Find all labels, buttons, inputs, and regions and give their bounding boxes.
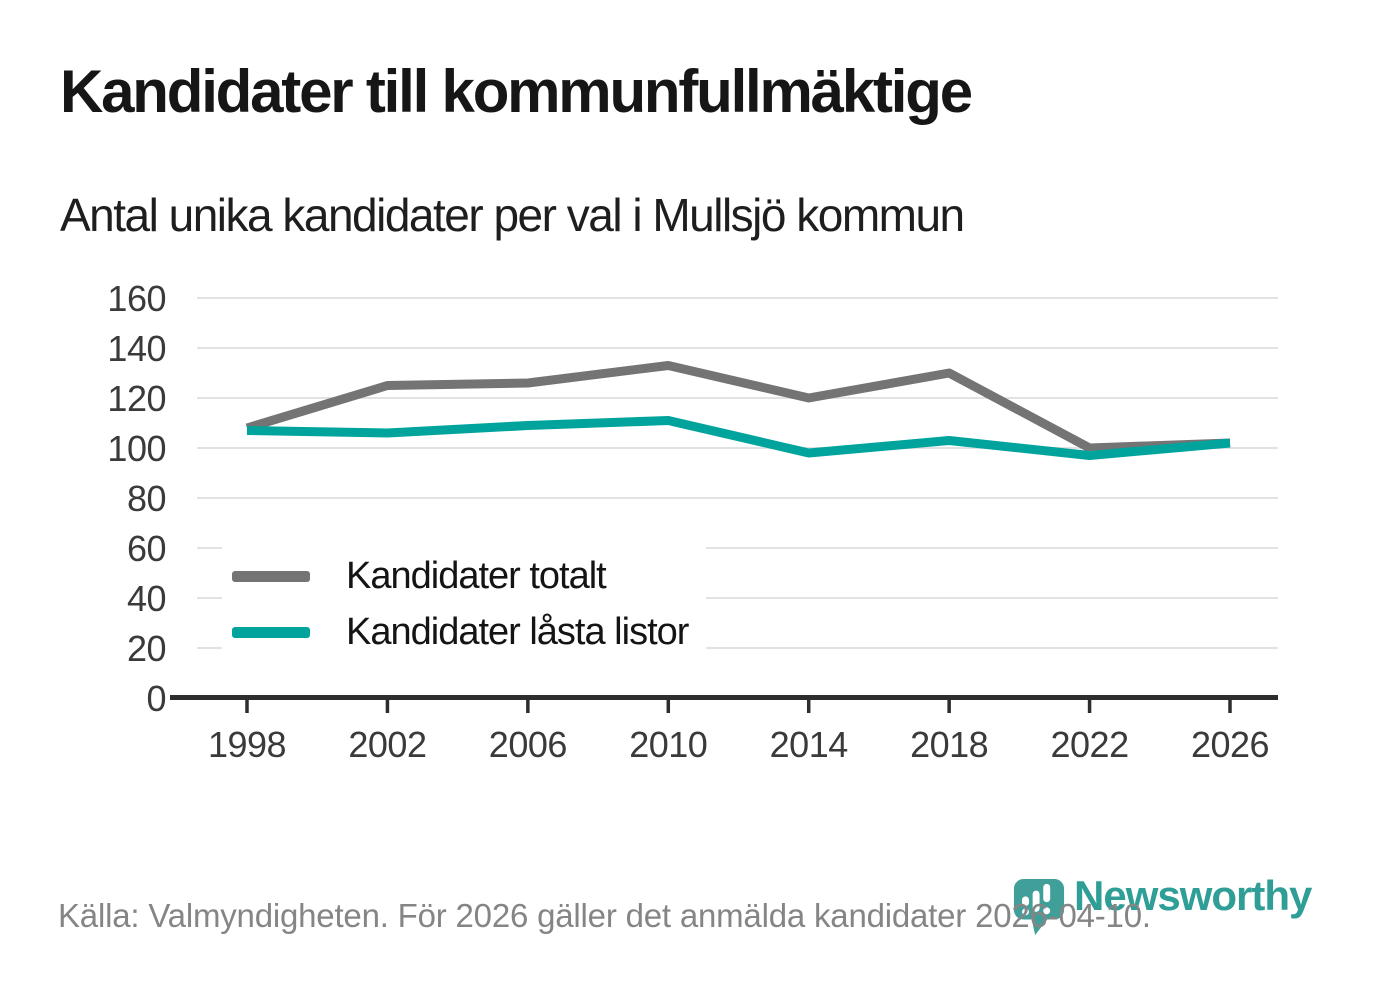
y-tick-label: 120: [107, 378, 166, 419]
y-tick-label: 140: [107, 328, 166, 369]
series-line-0: [245, 361, 1231, 453]
series-line-1: [246, 416, 1231, 460]
newsworthy-logo-icon: [1013, 879, 1065, 935]
legend-swatch-totalt: [232, 570, 310, 582]
y-tick-label: 0: [146, 678, 166, 719]
legend-swatch-lasta-listor: [232, 626, 310, 638]
chart-subtitle: Antal unika kandidater per val i Mullsjö…: [60, 189, 965, 241]
legend-label-lasta-listor: Kandidater låsta listor: [346, 611, 689, 653]
legend-item-lasta-listor: Kandidater låsta listor: [232, 604, 689, 660]
x-tick-label: 1998: [208, 724, 286, 765]
legend-item-totalt: Kandidater totalt: [232, 548, 688, 604]
page-title: Kandidater till kommunfullmäktige: [60, 58, 973, 125]
x-tick-label: 2010: [629, 724, 707, 765]
y-tick-label: 80: [127, 478, 166, 519]
x-tick-label: 2002: [348, 724, 426, 765]
y-tick-label: 60: [127, 528, 166, 569]
y-tick-label: 100: [107, 428, 166, 469]
x-tick-label: 2018: [910, 724, 988, 765]
y-tick-label: 160: [107, 278, 166, 319]
source-text: Källa: Valmyndigheten. För 2026 gäller d…: [58, 897, 1151, 934]
x-tick-label: 2006: [489, 724, 567, 765]
y-tick-label: 40: [127, 578, 166, 619]
y-tick-label: 20: [127, 628, 166, 669]
x-tick-label: 2026: [1191, 724, 1269, 765]
newsworthy-wordmark: Newsworthy: [1074, 872, 1312, 919]
x-tick-label: 2022: [1051, 724, 1129, 765]
chart-legend: Kandidater totalt Kandidater låsta listo…: [222, 546, 707, 668]
legend-label-totalt: Kandidater totalt: [346, 555, 607, 597]
x-tick-label: 2014: [770, 724, 848, 765]
